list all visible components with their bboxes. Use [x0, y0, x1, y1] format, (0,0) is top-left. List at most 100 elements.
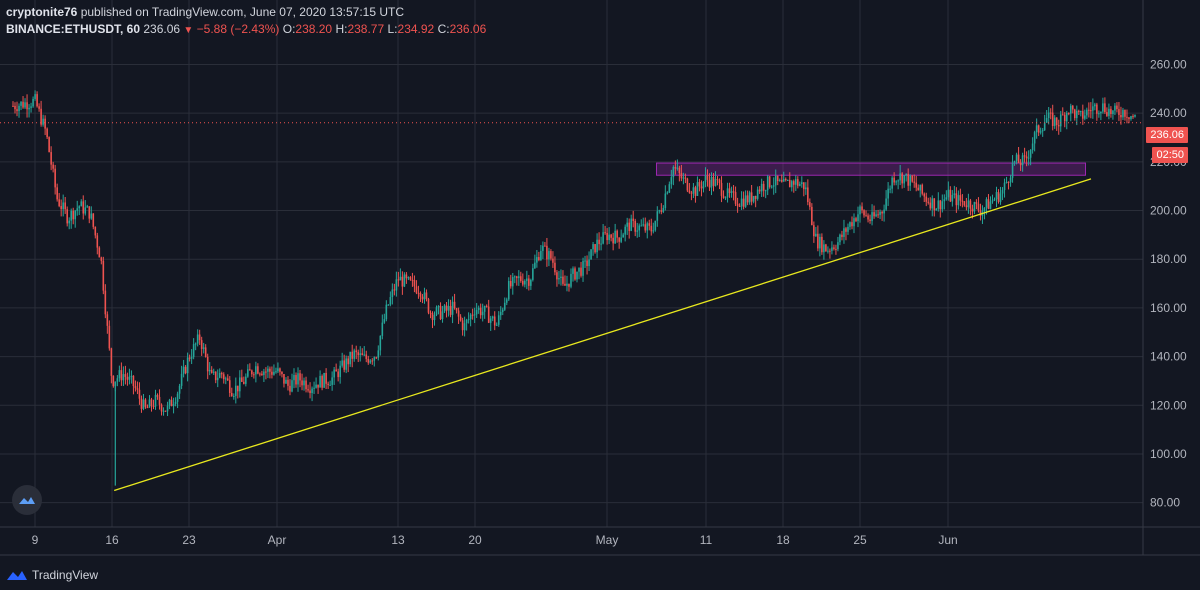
candle-body: [255, 366, 257, 375]
tradingview-logo-icon[interactable]: [12, 485, 42, 515]
candle-body: [796, 179, 799, 186]
candle-body: [361, 353, 364, 356]
candle-body: [353, 350, 356, 359]
candle-body: [216, 377, 219, 381]
candle-body: [277, 368, 279, 372]
candle-body: [102, 260, 105, 291]
candle-body: [483, 305, 486, 312]
candle-body: [80, 201, 83, 207]
candle-body: [604, 232, 606, 234]
candle-body: [746, 195, 749, 203]
candle-body: [389, 297, 392, 305]
candle-body: [327, 383, 329, 385]
candle-body: [841, 234, 843, 237]
candle-body: [1051, 112, 1054, 127]
candle-body: [170, 399, 173, 407]
candle-body: [1094, 104, 1096, 107]
candle-body: [144, 399, 147, 408]
candle-body: [776, 175, 779, 182]
candle-body: [921, 184, 924, 194]
candle-body: [1021, 155, 1024, 166]
candle-body: [857, 214, 859, 222]
candle-body: [648, 223, 651, 226]
candle-body: [764, 190, 767, 192]
candle-body: [377, 350, 380, 358]
candle-body: [132, 375, 135, 387]
candle-body: [666, 192, 669, 194]
candle-body: [172, 403, 175, 407]
candle-body: [413, 280, 416, 287]
candle-body: [740, 198, 743, 207]
candle-body: [293, 375, 295, 381]
candle-body: [1007, 181, 1010, 183]
candle-body: [84, 207, 87, 214]
candle-body: [606, 233, 608, 241]
candle-body: [1011, 162, 1014, 178]
candle-body: [536, 257, 538, 263]
candle-body: [805, 187, 807, 190]
candle-body: [1108, 108, 1110, 116]
candle-body: [644, 224, 647, 231]
candle-body: [634, 220, 637, 232]
candle-body: [1080, 111, 1082, 113]
candle-body: [871, 212, 873, 221]
resistance-zone: [656, 162, 1086, 176]
author-name[interactable]: cryptonite76: [6, 5, 78, 19]
candle-body: [333, 369, 335, 378]
candle-body: [927, 201, 930, 203]
candle-body: [1057, 125, 1060, 127]
candle-body: [166, 405, 169, 412]
candle-body: [461, 320, 464, 331]
footer-branding[interactable]: TradingView: [6, 568, 98, 582]
candle-body: [467, 319, 470, 321]
candle-body: [931, 198, 934, 209]
candle-body: [363, 354, 366, 356]
candle-body: [499, 311, 502, 316]
candle-body: [790, 181, 793, 188]
candle-body: [239, 377, 241, 392]
candle-body: [190, 356, 193, 359]
last-price: 236.06: [143, 22, 181, 36]
candle-body: [524, 280, 526, 285]
candle-body: [909, 175, 911, 186]
candle-body: [688, 190, 691, 193]
candle-body: [851, 222, 853, 227]
x-tick-label: 11: [700, 533, 713, 547]
candle-body: [1114, 105, 1116, 111]
candle-body: [624, 226, 626, 235]
candle-body: [156, 394, 159, 397]
candle-body: [228, 380, 231, 393]
candle-body: [1063, 114, 1066, 122]
candle-body: [995, 192, 998, 200]
x-tick-label: Jun: [938, 533, 957, 547]
candle-body: [367, 358, 370, 363]
candle-body: [357, 352, 360, 356]
candle-body: [134, 386, 137, 389]
candle-body: [96, 235, 99, 248]
candle-body: [881, 211, 883, 214]
candle-body: [799, 184, 801, 186]
candle-body: [202, 347, 205, 349]
candle-body: [835, 248, 837, 250]
candle-body: [1045, 117, 1048, 123]
candle-body: [873, 212, 875, 217]
candle-body: [947, 189, 950, 198]
candle-body: [381, 322, 384, 336]
candle-body: [1019, 162, 1022, 166]
candle-body: [772, 185, 775, 187]
candle-body: [349, 351, 352, 365]
candle-body: [596, 239, 598, 253]
candle-body: [586, 260, 588, 267]
candle-body: [690, 192, 693, 194]
candle-body: [176, 393, 179, 402]
candle-body: [279, 368, 281, 372]
candle-body: [405, 274, 408, 279]
candle-body: [383, 319, 386, 323]
candle-body: [387, 304, 390, 306]
candle-body: [526, 278, 528, 281]
y-tick-label: 240.00: [1150, 106, 1187, 120]
candle-body: [275, 371, 277, 373]
candle-body: [885, 198, 887, 210]
candle-body: [1077, 110, 1080, 112]
